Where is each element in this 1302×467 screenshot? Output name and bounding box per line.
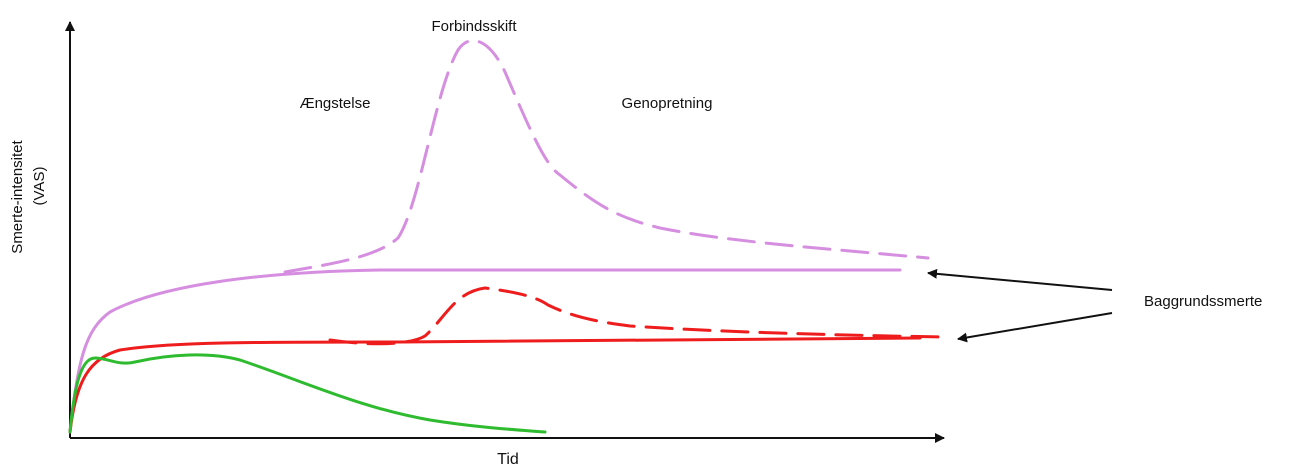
y-axis-label-line2: (VAS) [31,167,48,206]
violet-background-curve [68,268,902,434]
red-background-curve [68,336,922,434]
anxiety-label: Ængstelse [300,95,371,112]
red-dressing-change-curve [328,286,944,346]
x-axis-label: Tid [497,451,519,467]
arrow-to-red-baseline [957,312,1113,343]
y-axis-label-line1: Smerte-intensitet [9,139,26,253]
violet-dressing-change-curve [283,39,930,274]
dressing-change-label: Forbindsskift [431,18,517,35]
green-curve [68,353,547,434]
background-pain-label: Baggrundssmerte [1144,293,1262,310]
arrow-to-violet-baseline [927,268,1113,291]
recovery-label: Genopretning [622,95,713,112]
